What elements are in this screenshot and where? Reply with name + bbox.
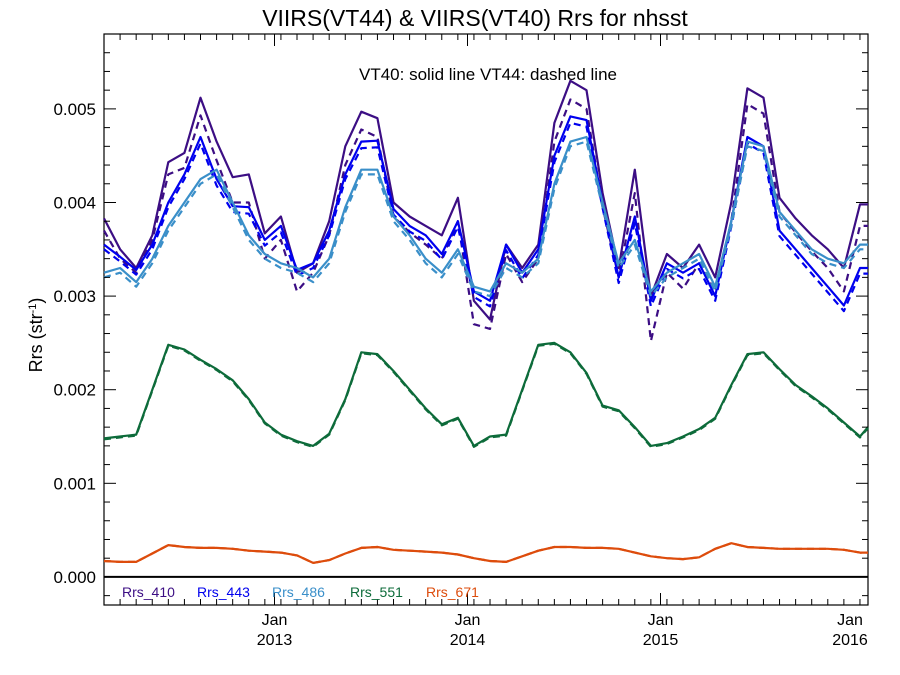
x-tick-month: Jan — [262, 612, 288, 629]
y-tick-label: 0.000 — [53, 568, 96, 587]
rrs-551-vt44-line — [103, 342, 869, 448]
x-tick-year: 2014 — [450, 632, 486, 649]
y-tick-label: 0.001 — [53, 474, 96, 493]
y-axis-label-close: ) — [26, 298, 46, 304]
rrs-671-vt40-line — [103, 542, 868, 564]
legend-entry-rrs-443: Rrs_443 — [197, 584, 250, 600]
rrs-443-vt40-line — [103, 115, 868, 307]
rrs-443-vt44-line — [103, 121, 868, 313]
rrs-410-vt44-line — [103, 98, 868, 343]
plot-frame — [103, 33, 869, 606]
x-tick-month: Jan — [455, 612, 481, 629]
rrs-671-vt44-line — [103, 542, 868, 564]
x-tick-year: 2013 — [257, 632, 293, 649]
series-layer — [103, 79, 869, 564]
y-tick-label: 0.002 — [53, 381, 96, 400]
x-tick-month: Jan — [648, 612, 674, 629]
axes-layer: 0.000 0.001 0.002 0.003 0.004 0.005 Jan 2013 Jan… — [53, 34, 869, 649]
y-tick-label: 0.005 — [53, 100, 96, 119]
line-style-annotation: VT40: solid line VT44: dashed line — [359, 65, 617, 84]
y-axis-label: Rrs (str-1) — [26, 298, 46, 373]
legend-entry-rrs-486: Rrs_486 — [272, 584, 325, 600]
chart-title: VIIRS(VT44) & VIIRS(VT40) Rrs for nhsst — [262, 5, 688, 31]
y-tick-label: 0.004 — [53, 193, 96, 212]
legend-entry-rrs-410: Rrs_410 — [122, 584, 175, 600]
x-tick-year: 2016 — [832, 632, 868, 649]
y-axis-label-superscript: -1 — [27, 304, 39, 314]
y-tick-label: 0.003 — [53, 287, 96, 306]
rrs-486-vt44-line — [103, 140, 868, 298]
legend: Rrs_410 Rrs_443 Rrs_486 Rrs_551 Rrs_671 — [122, 584, 479, 600]
legend-entry-rrs-551: Rrs_551 — [350, 584, 403, 600]
legend-entry-rrs-671: Rrs_671 — [426, 584, 479, 600]
rrs-486-vt40-line — [103, 135, 868, 293]
plot-border — [103, 33, 869, 606]
y-axis-label-text: Rrs (str — [26, 313, 46, 372]
x-tick-year: 2015 — [643, 632, 679, 649]
rrs-551-vt40-line — [103, 341, 869, 447]
x-tick-month: Jan — [837, 612, 863, 629]
rrs-410-vt40-line — [103, 79, 868, 321]
